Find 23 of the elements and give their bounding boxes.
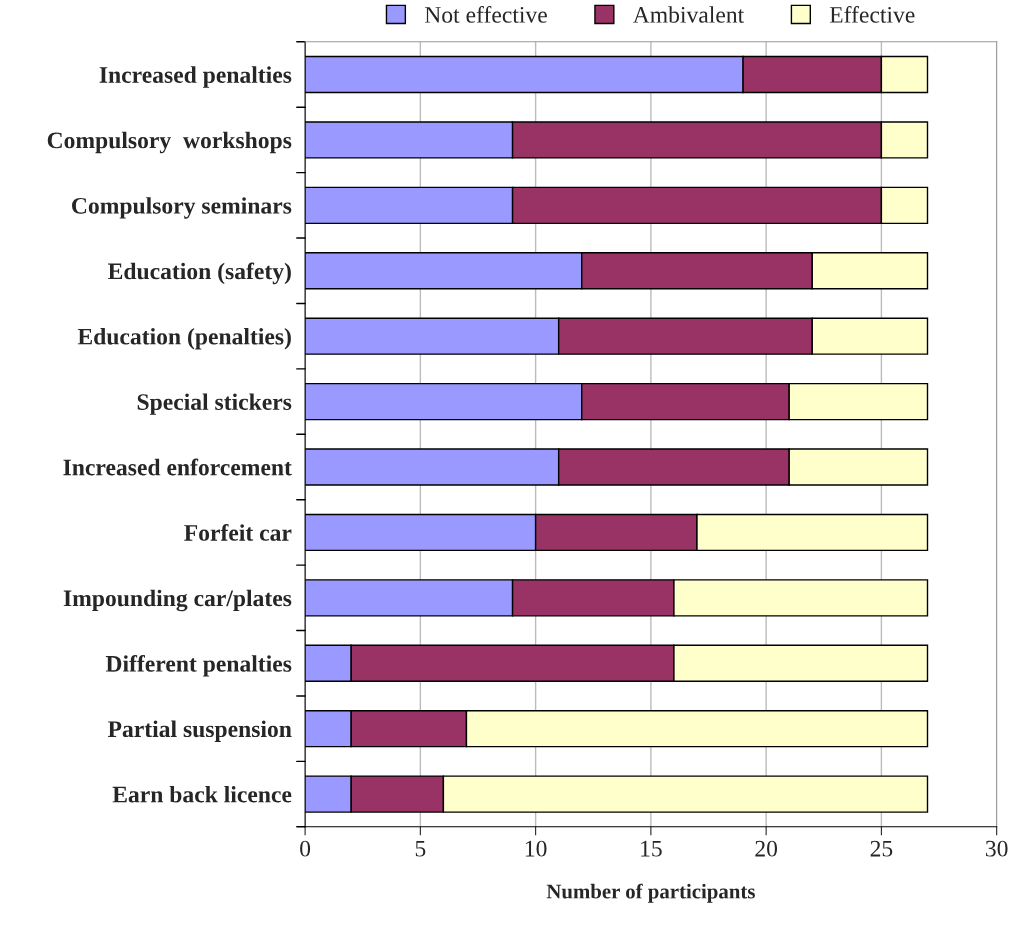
x-tick-label: 15 bbox=[641, 840, 662, 857]
y-tick-label: Compulsory workshops bbox=[47, 131, 292, 154]
legend-label: Not effective bbox=[424, 5, 547, 23]
y-tick-label: Earn back licence bbox=[112, 785, 292, 803]
legend-label: Ambivalent bbox=[632, 6, 745, 23]
y-tick-label: Compulsory seminars bbox=[72, 197, 292, 219]
y-tick-label: Increased penalties bbox=[99, 66, 292, 88]
y-tick-label: Increased enforcement bbox=[63, 458, 292, 476]
y-tick-label: Partial suspension bbox=[107, 720, 292, 742]
y-tick-label: Impounding car/plates bbox=[63, 589, 292, 612]
y-tick-label: Special stickers bbox=[137, 393, 292, 415]
y-tick-label: Education (safety) bbox=[108, 262, 291, 285]
x-tick-label: 20 bbox=[755, 840, 778, 857]
x-tick-label: 30 bbox=[985, 840, 1008, 857]
y-tick-label: Education (penalties) bbox=[77, 327, 291, 350]
x-tick-label: 25 bbox=[870, 840, 893, 857]
y-tick-label: Forfeit car bbox=[184, 524, 292, 541]
x-tick-label: 0 bbox=[300, 840, 311, 857]
y-tick-label: Different penalties bbox=[105, 654, 292, 677]
x-tick-label: 10 bbox=[525, 840, 547, 857]
legend-label: Effective bbox=[829, 5, 915, 23]
x-axis-title: Number of participants bbox=[546, 883, 755, 903]
x-tick-label: 5 bbox=[415, 840, 426, 857]
